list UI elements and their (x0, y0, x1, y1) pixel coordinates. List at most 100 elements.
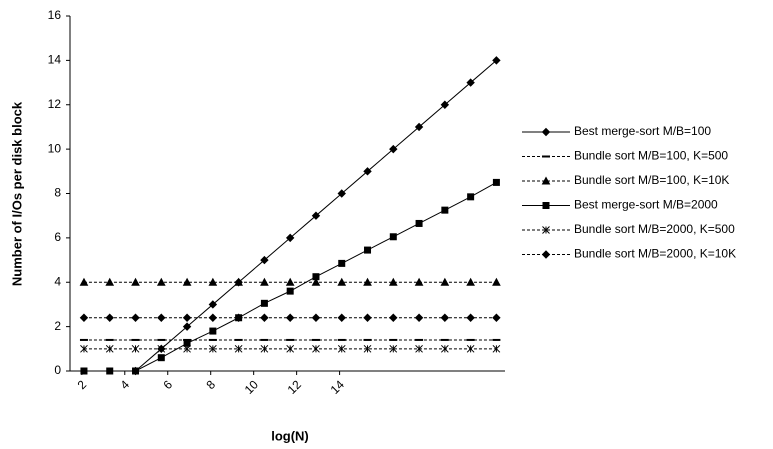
marker (415, 344, 423, 353)
marker (79, 313, 89, 322)
marker (492, 344, 501, 353)
marker (105, 344, 114, 353)
marker (414, 313, 424, 322)
marker (285, 313, 295, 322)
marker (260, 344, 269, 353)
marker (415, 219, 423, 227)
legend-label: Bundle sort M/B=2000, K=10K (574, 247, 736, 261)
marker (286, 344, 295, 353)
marker (286, 287, 294, 295)
y-tick-label: 12 (48, 97, 62, 111)
y-tick-label: 6 (54, 230, 61, 244)
marker (414, 277, 424, 286)
marker (466, 344, 475, 353)
marker (467, 193, 475, 201)
y-tick-label: 16 (48, 8, 62, 22)
marker (414, 122, 424, 132)
marker (440, 313, 450, 322)
marker (337, 189, 346, 198)
legend-label: Bundle sort M/B=100, K=500 (574, 149, 728, 163)
marker (182, 277, 192, 286)
marker (337, 344, 346, 353)
marker (156, 277, 166, 286)
marker (131, 313, 140, 322)
marker (337, 277, 347, 286)
marker (208, 313, 218, 322)
marker (260, 255, 269, 265)
marker (440, 100, 450, 109)
marker (80, 344, 88, 353)
legend-label: Best merge-sort M/B=100 (574, 124, 711, 138)
legend-label: Bundle sort M/B=2000, K=500 (574, 222, 735, 236)
marker (105, 313, 114, 322)
marker (312, 273, 320, 281)
marker (260, 313, 269, 322)
marker (131, 277, 140, 286)
legend-label: Bundle sort M/B=100, K=10K (574, 173, 729, 187)
y-tick-label: 14 (48, 53, 62, 67)
marker (234, 277, 243, 286)
marker (338, 259, 346, 267)
x-tick-label: 12 (285, 377, 305, 397)
marker (208, 300, 218, 309)
marker (157, 313, 166, 322)
marker (363, 167, 372, 176)
marker (542, 202, 550, 209)
marker (208, 277, 218, 286)
marker (466, 313, 475, 322)
y-tick-label: 0 (54, 363, 61, 377)
marker (389, 344, 398, 353)
marker (208, 344, 217, 353)
marker (389, 144, 398, 154)
marker (441, 206, 449, 214)
x-tick-label: 14 (328, 377, 348, 397)
marker (466, 78, 475, 87)
y-tick-label: 4 (54, 274, 61, 288)
y-tick-label: 8 (54, 186, 61, 200)
marker (388, 277, 398, 286)
marker (363, 344, 372, 353)
marker (363, 313, 372, 322)
marker (234, 344, 243, 353)
marker (337, 313, 346, 322)
marker (285, 233, 295, 243)
marker (157, 344, 166, 353)
marker (106, 367, 114, 375)
x-tick-label: 4 (118, 377, 133, 392)
marker (311, 313, 321, 322)
marker (542, 226, 550, 234)
x-axis-label: log(N) (271, 428, 309, 443)
y-tick-label: 2 (54, 319, 61, 333)
marker (182, 313, 192, 322)
marker (209, 327, 217, 335)
marker (132, 367, 140, 375)
marker (492, 313, 501, 322)
marker (312, 344, 320, 353)
x-tick-label: 6 (160, 377, 175, 392)
marker (80, 367, 88, 375)
series-line (83, 181, 497, 372)
marker (541, 127, 551, 137)
marker (389, 233, 397, 241)
marker (183, 344, 191, 353)
marker (131, 344, 140, 353)
legend-label: Best merge-sort M/B=2000 (574, 198, 718, 212)
y-axis-label: Number of I/Os per disk block (9, 101, 24, 286)
marker (311, 277, 321, 286)
marker (389, 313, 398, 322)
marker (440, 277, 450, 286)
marker (234, 313, 243, 322)
marker (492, 277, 501, 286)
marker (363, 277, 372, 286)
x-tick-label: 8 (203, 377, 218, 392)
marker (492, 56, 501, 65)
marker (364, 246, 372, 254)
marker (105, 277, 115, 286)
marker (260, 299, 268, 307)
marker (541, 176, 551, 185)
marker (440, 344, 449, 353)
marker (285, 277, 295, 286)
marker (260, 277, 269, 286)
x-tick-label: 2 (75, 377, 90, 392)
